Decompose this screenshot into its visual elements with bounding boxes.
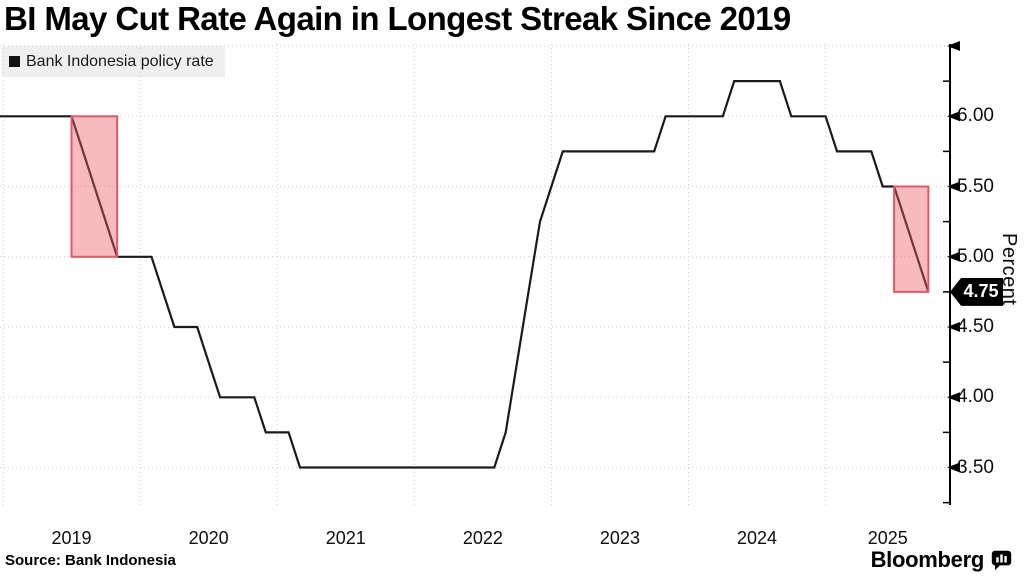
chart-title: BI May Cut Rate Again in Longest Streak … [4,0,791,37]
legend-swatch-icon [9,56,20,67]
legend-label: Bank Indonesia policy rate [26,52,214,70]
x-axis-year-label: 2024 [737,528,778,548]
y-axis-tick-label: 6.00 [957,105,994,127]
last-value-text: 4.75 [963,281,999,302]
x-axis-year-label: 2023 [599,528,640,548]
x-axis-year-label: 2022 [462,528,503,548]
legend: Bank Indonesia policy rate [2,46,225,77]
x-axis-year-label: 2019 [51,528,92,548]
x-axis-year-label: 2025 [867,528,908,548]
x-axis-year-label: 2021 [325,528,366,548]
y-axis-tick-label: 5.00 [957,245,994,267]
bloomberg-wordmark: Bloomberg [870,547,985,572]
y-axis-title: Percent [998,233,1020,306]
last-value-badge: 4.75 [950,277,1003,306]
x-axis-year-label: 2020 [188,528,229,548]
y-axis-tick-label: 4.00 [957,386,994,408]
source-note: Source: Bank Indonesia [5,552,176,569]
y-axis-tick-label: 5.50 [957,175,994,197]
bloomberg-logo: Bloomberg [871,547,1012,573]
bloomberg-chart-bubble-icon [991,550,1012,570]
y-axis-tick-label: 4.50 [957,316,994,337]
y-axis-tick-label: 3.50 [957,456,994,478]
